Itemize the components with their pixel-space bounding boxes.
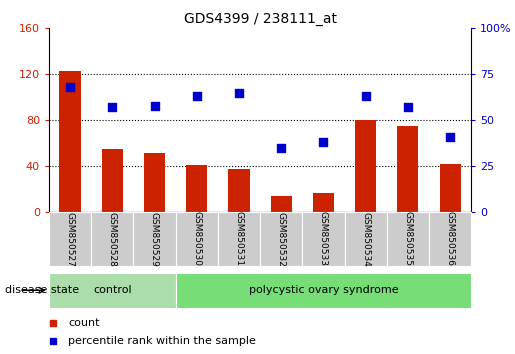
Bar [186, 165, 207, 212]
Text: GSM850532: GSM850532 [277, 211, 286, 267]
Bar [302, 212, 345, 266]
Point [150, 103, 159, 108]
Text: GSM850535: GSM850535 [403, 211, 413, 267]
Text: GSM850527: GSM850527 [65, 211, 75, 267]
Bar [313, 193, 334, 212]
Text: GSM850533: GSM850533 [319, 211, 328, 267]
Point [277, 145, 285, 151]
Bar [345, 212, 387, 266]
Bar [49, 212, 91, 266]
Bar [387, 212, 429, 266]
Text: GSM850528: GSM850528 [108, 211, 117, 267]
Bar [176, 273, 471, 308]
Text: GSM850536: GSM850536 [445, 211, 455, 267]
Text: percentile rank within the sample: percentile rank within the sample [68, 336, 256, 346]
Bar [133, 212, 176, 266]
Bar [270, 196, 291, 212]
Text: count: count [68, 318, 99, 328]
Point [235, 90, 243, 96]
Point [193, 93, 201, 99]
Bar [176, 212, 218, 266]
Text: GSM850534: GSM850534 [361, 211, 370, 267]
Point [108, 105, 116, 110]
Bar [260, 212, 302, 266]
Bar [355, 120, 376, 212]
Bar [218, 212, 260, 266]
Bar [440, 164, 460, 212]
Text: polycystic ovary syndrome: polycystic ovary syndrome [249, 285, 398, 295]
Title: GDS4399 / 238111_at: GDS4399 / 238111_at [183, 12, 337, 26]
Bar [398, 126, 418, 212]
Point [66, 84, 74, 90]
Bar [429, 212, 471, 266]
Bar [91, 212, 133, 266]
Text: GSM850531: GSM850531 [234, 211, 244, 267]
Bar [144, 153, 165, 212]
Bar [59, 71, 80, 212]
Bar [49, 273, 176, 308]
Text: GSM850529: GSM850529 [150, 211, 159, 267]
Text: control: control [93, 285, 131, 295]
Point [319, 139, 328, 145]
Point [446, 134, 454, 140]
Point [362, 93, 370, 99]
Bar [101, 149, 123, 212]
Point [404, 105, 412, 110]
Text: GSM850530: GSM850530 [192, 211, 201, 267]
Text: disease state: disease state [5, 285, 79, 295]
Bar [228, 169, 249, 212]
